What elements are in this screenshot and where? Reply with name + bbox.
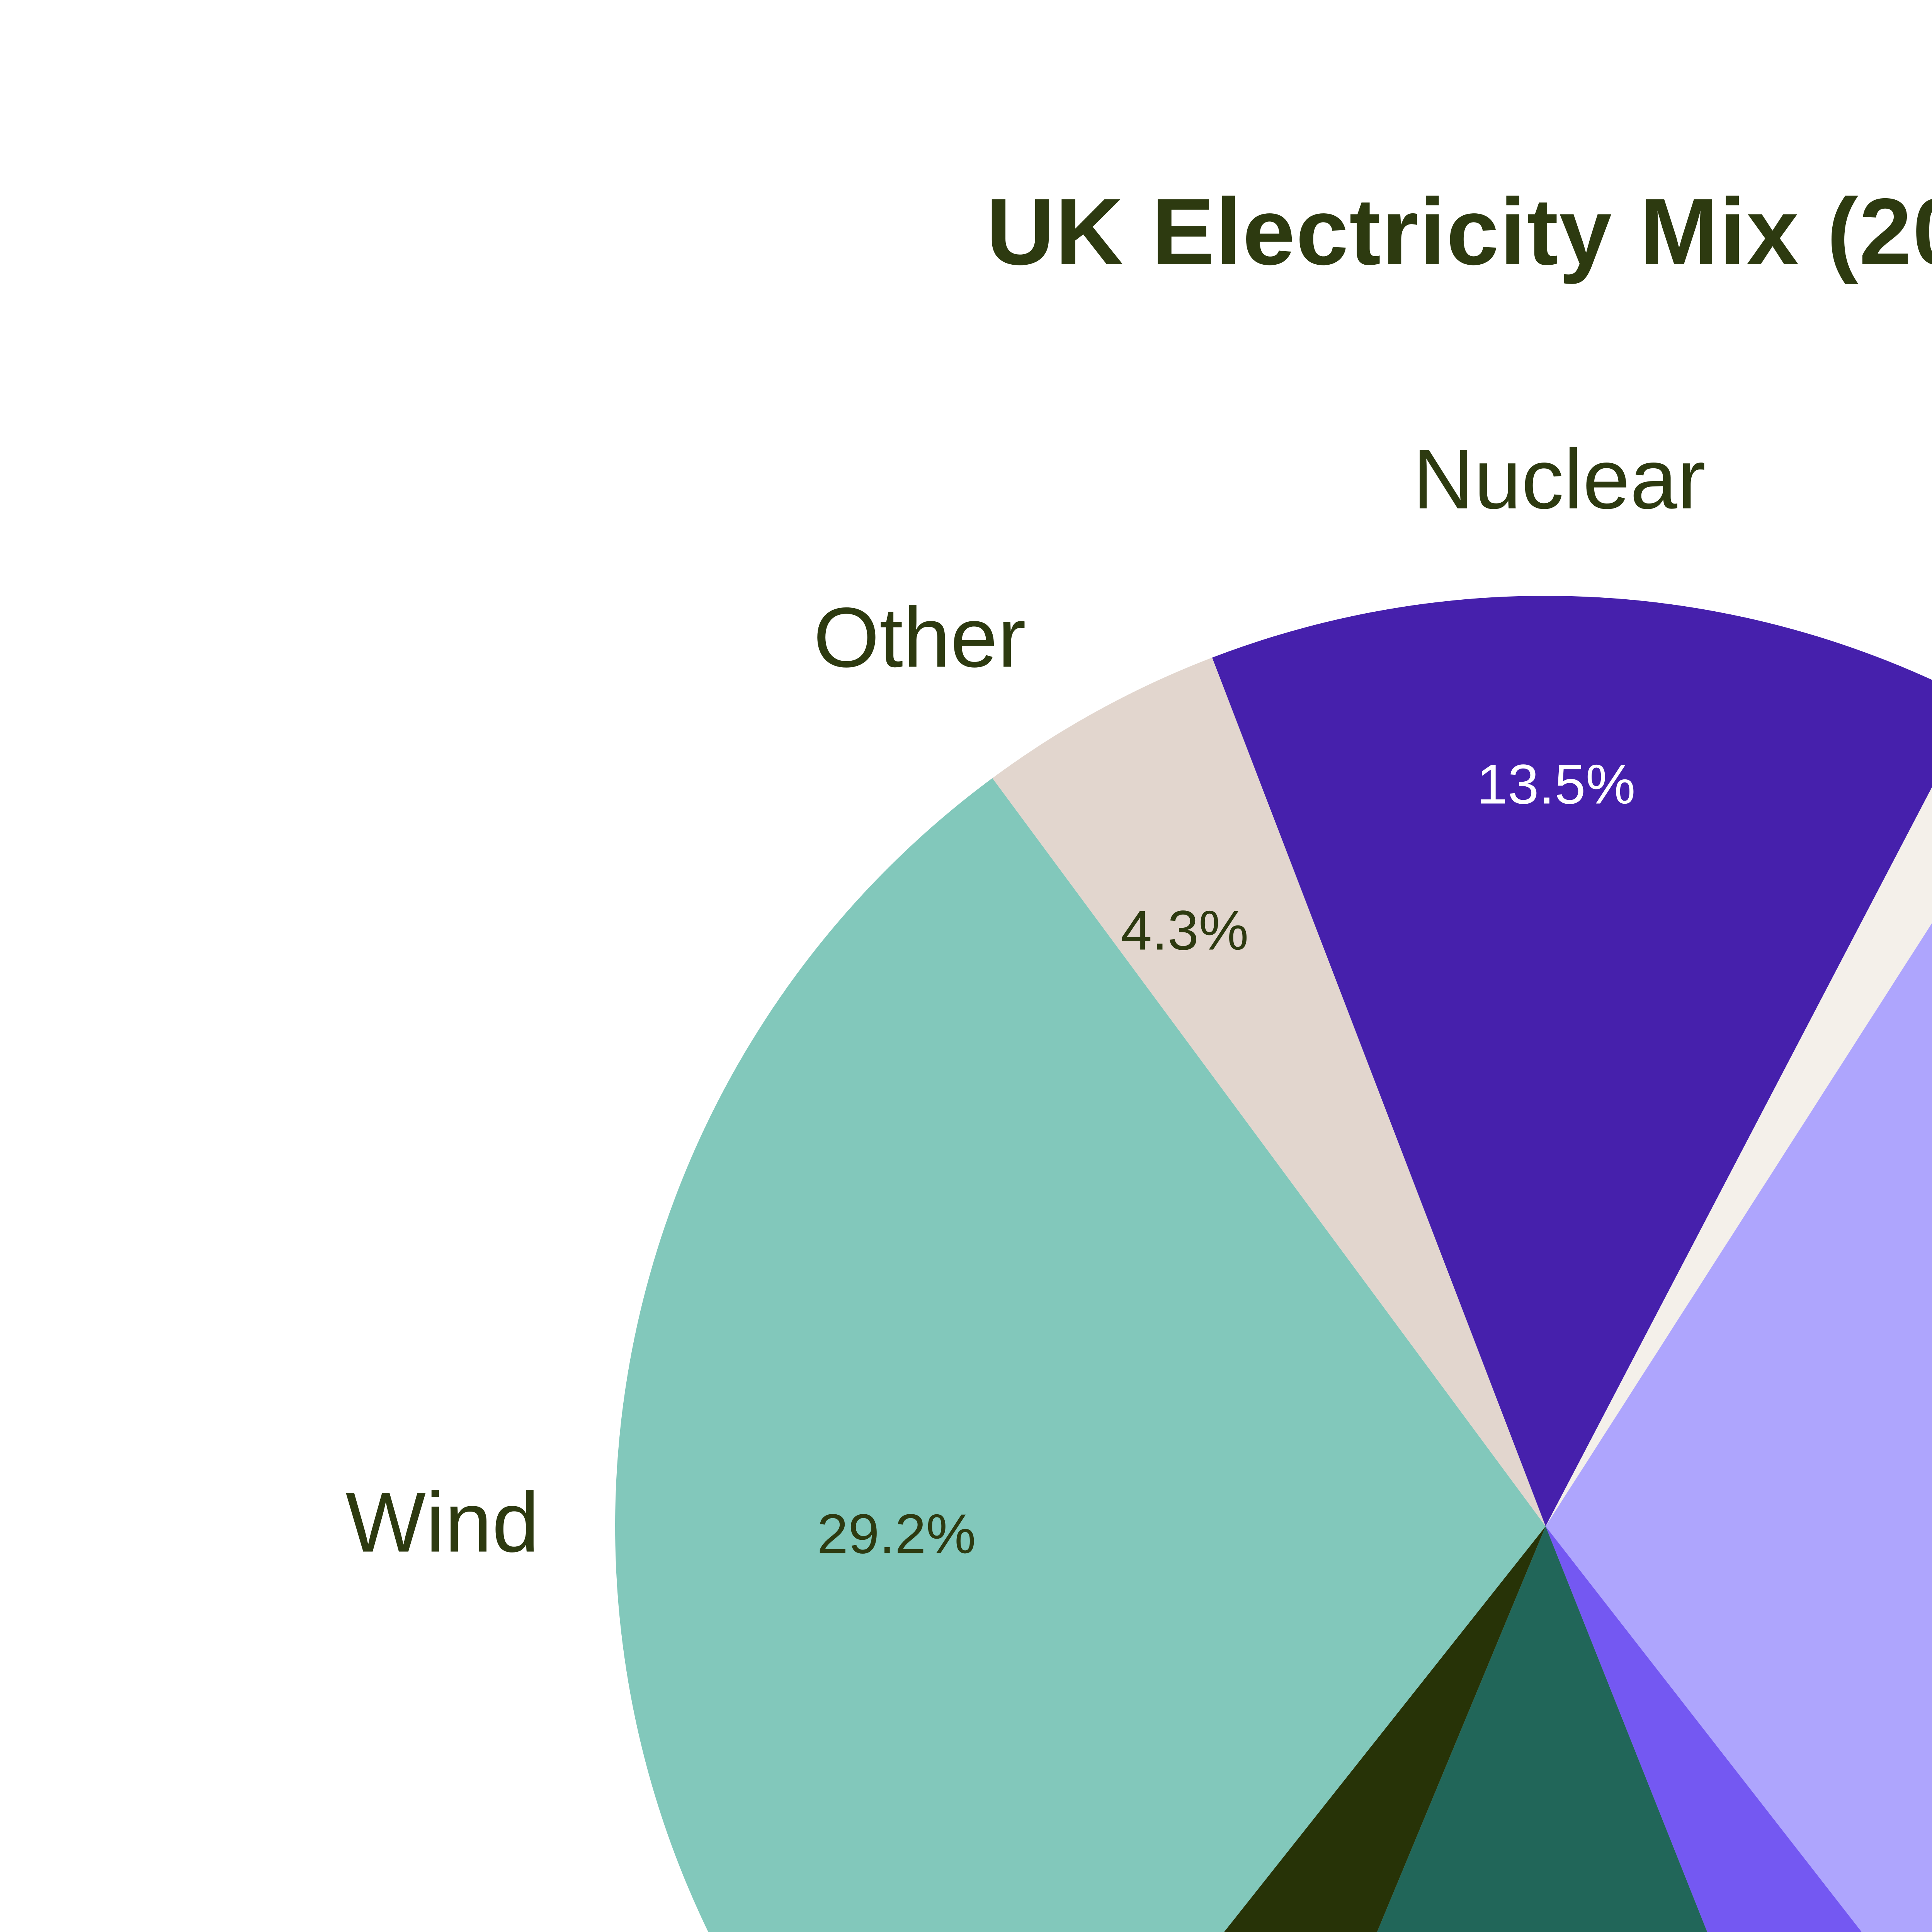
pie-slices [615, 596, 1932, 1932]
slice-label-other: Other [813, 590, 1026, 685]
pie-slice-natural-gas [1546, 923, 1932, 1932]
pie-slice-bioenergy [1377, 1526, 1708, 1932]
pie-slice-other [992, 657, 1546, 1527]
slice-label-wind: Wind [345, 1475, 539, 1570]
pie-slice-nuclear [1212, 596, 1932, 1526]
pct-label-other: 4.3% [1121, 899, 1249, 962]
pie-slice-oil [1546, 787, 1932, 1526]
pct-label-wind: 29.2% [817, 1502, 976, 1565]
pie-slice-wind [615, 778, 1546, 1932]
pie-slice-hydro [1546, 1526, 1862, 1932]
pct-label-nuclear: 13.5% [1476, 753, 1636, 816]
chart-title: UK Electricity Mix (2024) [986, 179, 1932, 284]
slice-label-nuclear: Nuclear [1412, 431, 1706, 527]
